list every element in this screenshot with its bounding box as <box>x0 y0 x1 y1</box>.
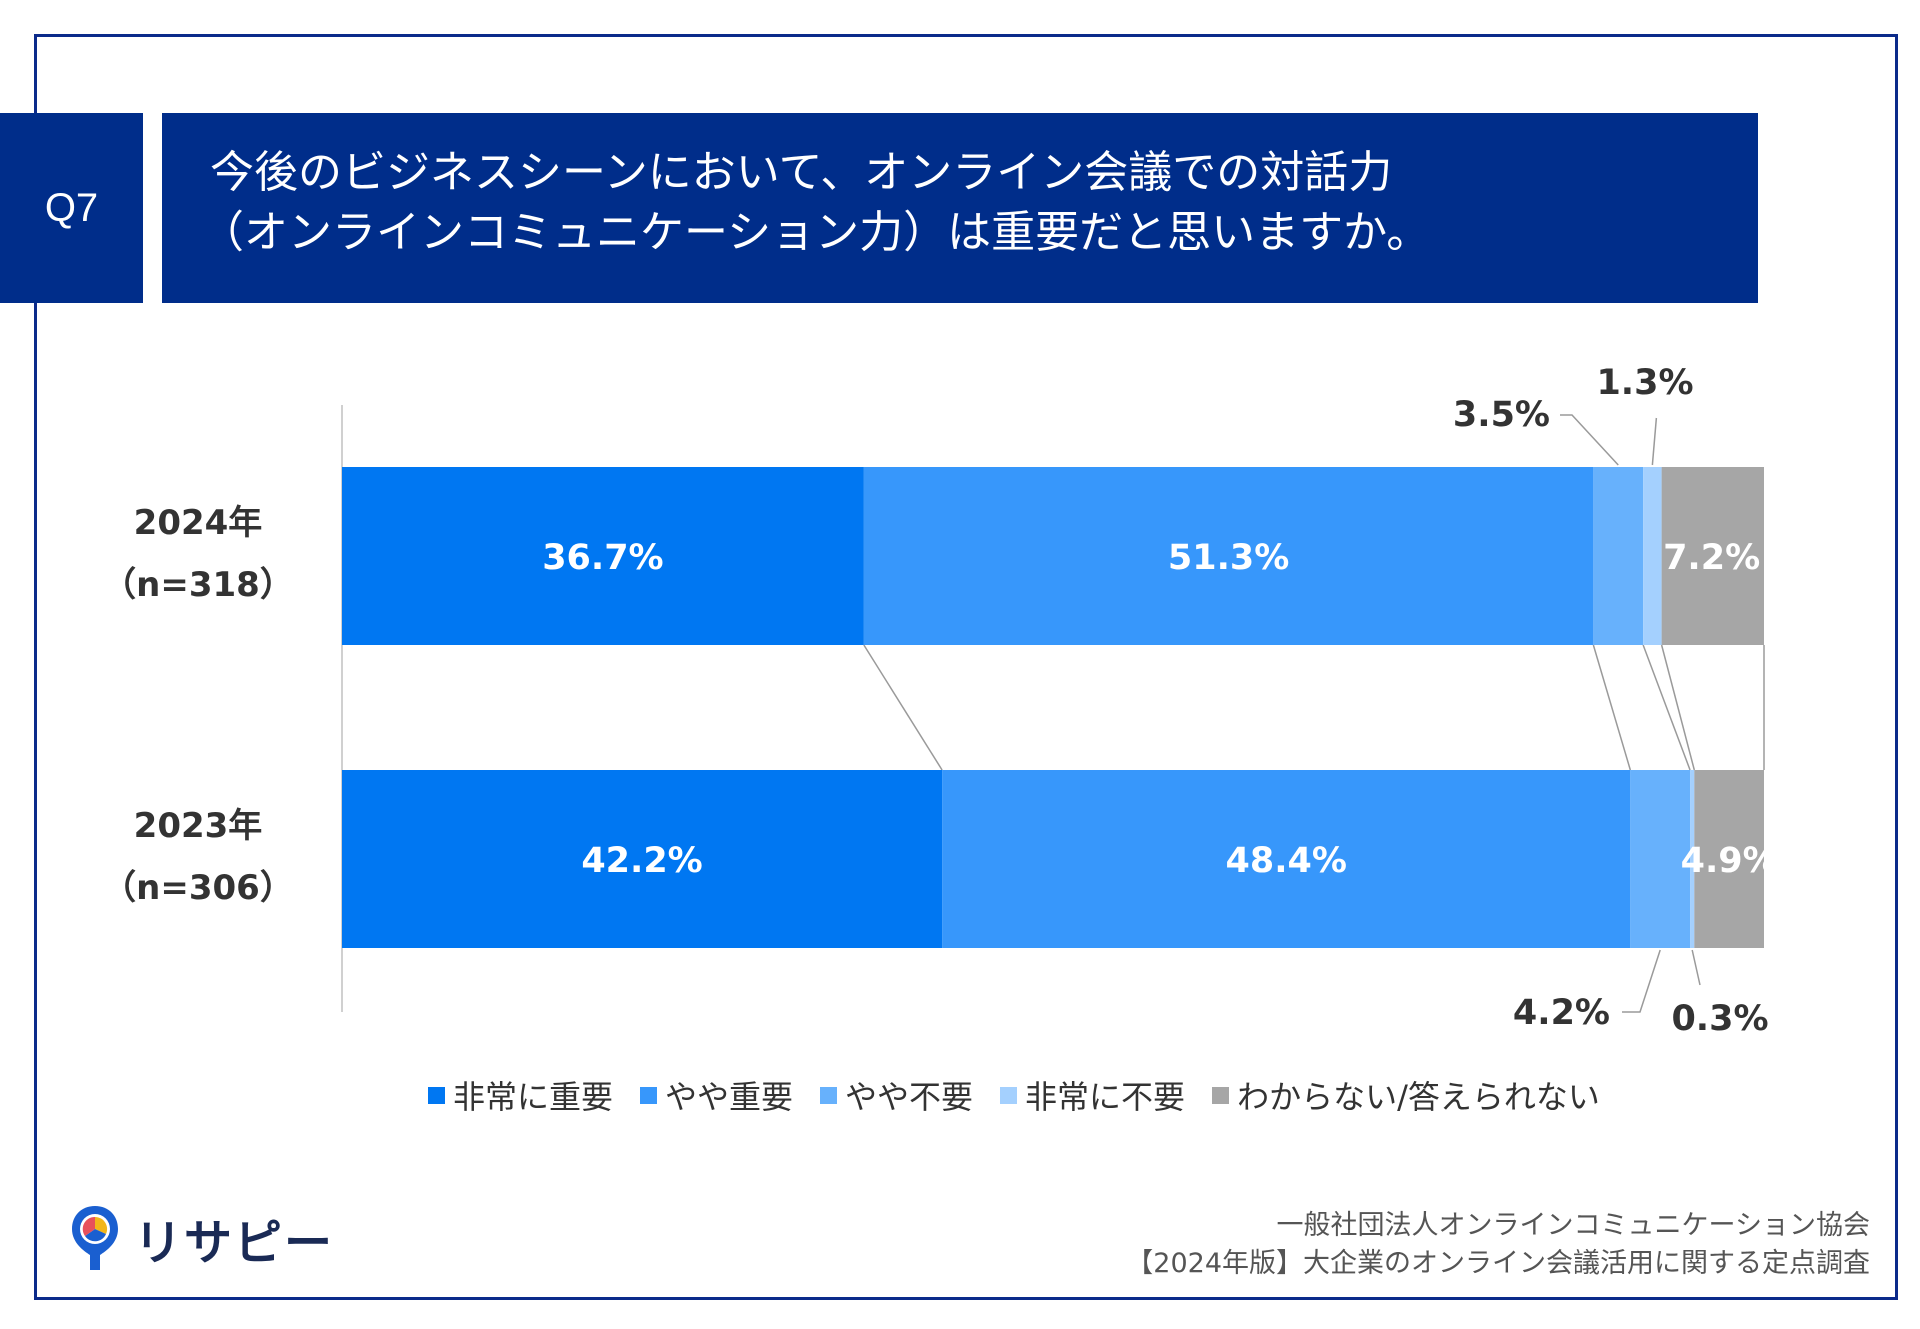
data-label: 3.5% <box>1453 395 1550 435</box>
label-leader-line <box>1651 417 1658 466</box>
label-leader-line <box>1691 949 1701 986</box>
bar-segment <box>1593 467 1644 645</box>
label-leader-line <box>1622 949 1661 1013</box>
data-label: 48.4% <box>1225 841 1346 881</box>
legend-item: やや不要 <box>820 1072 973 1118</box>
series-connector-line <box>1660 644 1696 771</box>
legend-item: 非常に重要 <box>428 1072 613 1118</box>
bar-segment <box>1643 467 1662 645</box>
series-connector-line <box>1592 644 1632 771</box>
legend-item: 非常に不要 <box>1000 1072 1185 1118</box>
category-label-sample-size: （n=306） <box>102 868 294 908</box>
question-number: Q7 <box>44 185 99 230</box>
map-pin-pie-icon <box>72 1206 118 1270</box>
chart-frame <box>34 34 1898 1300</box>
legend-label: 非常に重要 <box>453 1078 614 1116</box>
category-label-sample-size: （n=318） <box>102 565 294 605</box>
bar-segment <box>942 770 1631 948</box>
legend-swatch <box>1000 1086 1018 1104</box>
data-label: 36.7% <box>542 538 663 578</box>
bar-segment <box>1694 770 1764 948</box>
question-title-line-1: 今後のビジネスシーンにおいて、オンライン会議での対話力 <box>210 147 1393 198</box>
brand-name: リサピー <box>134 1215 335 1271</box>
legend-label: 非常に不要 <box>1025 1078 1186 1116</box>
data-label: 1.3% <box>1596 363 1693 403</box>
label-leader-line <box>1560 414 1619 466</box>
legend-label: やや重要 <box>665 1078 794 1116</box>
data-label: 4.2% <box>1513 993 1610 1033</box>
question-number-badge: Q7 <box>0 113 143 303</box>
data-label: 4.9% <box>1681 841 1778 881</box>
legend-item: わからない/答えられない <box>1212 1072 1600 1118</box>
question-title-line-2: （オンラインコミュニケーション力）は重要だと思いますか。 <box>200 207 1431 258</box>
bar-segment <box>1690 770 1695 948</box>
series-connector-line <box>1642 644 1691 771</box>
legend-label: わからない/答えられない <box>1237 1078 1600 1116</box>
series-connector-line <box>863 644 943 771</box>
data-label: 7.2% <box>1663 538 1760 578</box>
brand-logo: リサピー <box>68 1203 334 1273</box>
bar-segment <box>863 467 1594 645</box>
bar-segment <box>342 467 864 645</box>
data-label: 0.3% <box>1671 999 1768 1039</box>
legend-swatch <box>428 1086 445 1104</box>
data-label: 51.3% <box>1168 538 1289 578</box>
legend-swatch <box>820 1086 838 1104</box>
category-label-year: 2024年 <box>134 503 263 543</box>
category-label-year: 2023年 <box>134 806 263 846</box>
source-credit: 一般社団法人オンラインコミュニケーション協会 【2024年版】大企業のオンライン… <box>1126 1207 1870 1283</box>
chart-legend: 非常に重要 やや重要 やや不要 非常に不要 わからない/答えられない <box>428 1072 1627 1118</box>
question-title-box: 今後のビジネスシーンにおいて、オンライン会議での対話力 （オンラインコミュニケー… <box>162 113 1758 303</box>
source-survey-title: 【2024年版】大企業のオンライン会議活用に関する定点調査 <box>1126 1248 1870 1279</box>
source-organization: 一般社団法人オンラインコミュニケーション協会 <box>1276 1210 1870 1241</box>
bar-segment <box>1630 770 1691 948</box>
legend-label: やや不要 <box>845 1078 974 1116</box>
legend-swatch <box>1212 1086 1230 1104</box>
legend-swatch <box>640 1086 658 1104</box>
bar-segment <box>342 770 943 948</box>
data-label: 42.2% <box>581 841 702 881</box>
legend-item: やや重要 <box>640 1072 793 1118</box>
bar-segment <box>1661 467 1764 645</box>
